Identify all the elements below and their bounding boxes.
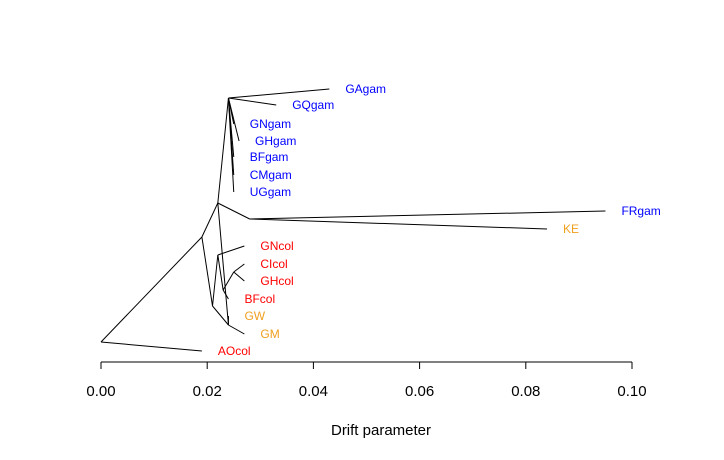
leaf-label-gncol: GNcol	[260, 239, 293, 253]
x-tick-label: 0.06	[405, 383, 434, 400]
leaf-label-gagam: GAgam	[345, 82, 386, 96]
branch-aocol	[100, 341, 202, 352]
branch-uggam	[227, 97, 235, 193]
branch-cicol	[233, 263, 245, 273]
x-axis: 0.00 0.02 0.04 0.06 0.08 0.10	[86, 361, 647, 400]
leaf-label-bfgam: BFgam	[250, 150, 289, 164]
branch-gm	[228, 324, 245, 335]
leaf-label-gqgam: GQgam	[292, 98, 334, 112]
branch-ngm	[212, 305, 229, 326]
branch-ncol	[201, 236, 214, 307]
branch-ghcol	[233, 271, 245, 282]
leaf-label-cmgam: CMgam	[250, 168, 292, 182]
x-tick-label: 0.04	[299, 383, 328, 400]
leaf-label-bfcol: BFcol	[244, 292, 275, 306]
branch-nci	[222, 271, 235, 291]
leaf-label-cicol: CIcol	[260, 257, 287, 271]
tree-branches	[100, 88, 606, 352]
leaf-label-uggam: UGgam	[250, 185, 291, 199]
branch-gqgam	[228, 97, 277, 106]
x-tick-label: 0.00	[86, 383, 115, 400]
leaf-label-ke: KE	[563, 222, 579, 236]
branch-n1	[100, 236, 203, 343]
x-axis-ticks: 0.00 0.02 0.04 0.06 0.08 0.10	[86, 362, 647, 400]
branch-ncol2	[212, 254, 219, 307]
branch-gagam	[228, 88, 330, 99]
leaf-label-ghcol: GHcol	[260, 274, 293, 288]
x-tick-label: 0.02	[193, 383, 222, 400]
x-tick-label: 0.08	[511, 383, 540, 400]
branch-ngw	[217, 202, 229, 326]
leaf-label-gngam: GNgam	[250, 117, 291, 131]
branch-ghgam	[227, 97, 240, 142]
branch-ke	[249, 218, 548, 230]
x-tick-label: 0.10	[617, 383, 646, 400]
branch-bfcol	[222, 289, 229, 300]
branch-gncol	[217, 245, 245, 256]
leaf-label-gm: GM	[260, 327, 279, 341]
branch-ngam	[201, 202, 219, 238]
leaf-label-gw: GW	[244, 309, 265, 323]
branch-frgam	[249, 210, 606, 220]
leaf-label-frgam: FRgam	[621, 204, 660, 218]
branch-ntop	[217, 97, 229, 204]
x-axis-title: Drift parameter	[331, 422, 431, 439]
leaf-label-ghgam: GHgam	[255, 134, 296, 148]
branch-ncol3	[217, 254, 224, 291]
branch-nfrke	[217, 202, 250, 220]
leaf-label-aocol: AOcol	[218, 344, 251, 358]
